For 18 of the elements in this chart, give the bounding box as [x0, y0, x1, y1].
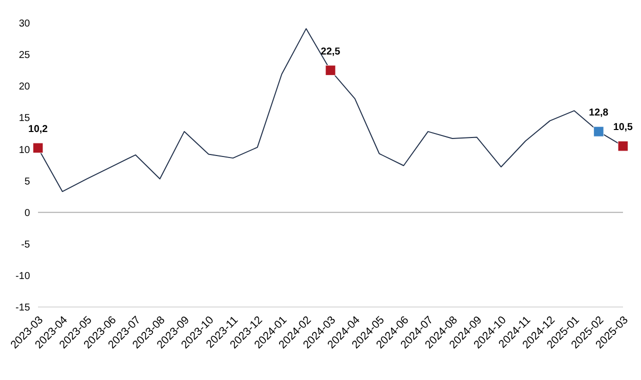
point	[32, 142, 44, 154]
y-tick-label: 20	[18, 82, 30, 93]
y-tick-label: 10	[18, 144, 30, 156]
y-tick-label: 0	[24, 208, 30, 219]
y-tick-label: -5	[21, 239, 30, 250]
point	[618, 140, 628, 152]
point	[325, 65, 336, 76]
data-label: 10,5	[613, 122, 634, 134]
data-label: 10,2	[28, 124, 48, 135]
data-label: 22,5	[320, 46, 341, 58]
y-tick-label: -10	[16, 270, 30, 282]
y-tick-label: 5	[24, 176, 30, 188]
y-tick-label: 30	[18, 18, 30, 30]
y-tick-label: 25	[18, 50, 30, 62]
y-tick-label: -15	[16, 302, 30, 314]
point	[593, 126, 604, 137]
data-label: 12,8	[588, 108, 609, 119]
y-tick-label: 15	[18, 113, 30, 124]
